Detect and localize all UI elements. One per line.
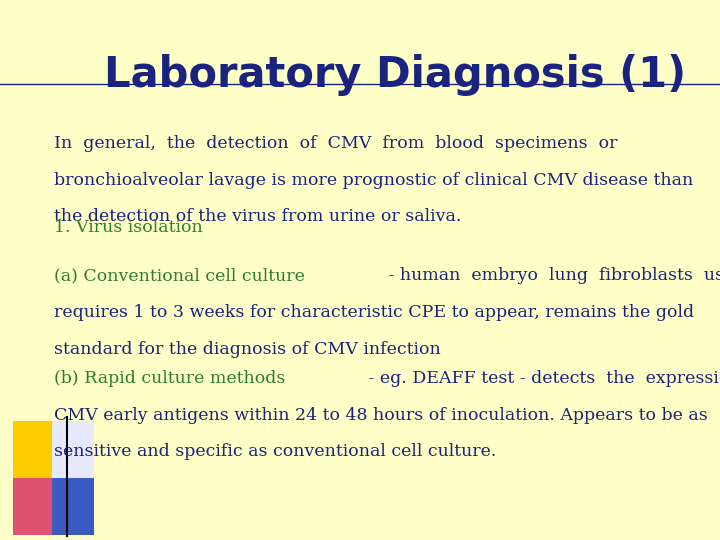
Bar (13, 478, 55, 535)
Text: - human  embryo  lung  fibroblasts  used,: - human embryo lung fibroblasts used, (383, 267, 720, 284)
Bar (13, 421, 55, 478)
Text: (b) Rapid culture methods: (b) Rapid culture methods (54, 370, 285, 387)
Text: the detection of the virus from urine or saliva.: the detection of the virus from urine or… (54, 208, 462, 225)
Text: 1. Virus isolation: 1. Virus isolation (54, 219, 203, 235)
Text: sensitive and specific as conventional cell culture.: sensitive and specific as conventional c… (54, 443, 496, 460)
Bar (52, 478, 94, 535)
Text: (a) Conventional cell culture: (a) Conventional cell culture (54, 267, 305, 284)
Text: Laboratory Diagnosis (1): Laboratory Diagnosis (1) (104, 54, 687, 96)
Bar (52, 421, 94, 478)
Text: bronchioalveolar lavage is more prognostic of clinical CMV disease than: bronchioalveolar lavage is more prognost… (54, 172, 693, 188)
Text: standard for the diagnosis of CMV infection: standard for the diagnosis of CMV infect… (54, 341, 441, 357)
Text: - eg. DEAFF test - detects  the  expression  of: - eg. DEAFF test - detects the expressio… (363, 370, 720, 387)
Text: CMV early antigens within 24 to 48 hours of inoculation. Appears to be as: CMV early antigens within 24 to 48 hours… (54, 407, 708, 423)
Text: In  general,  the  detection  of  CMV  from  blood  specimens  or: In general, the detection of CMV from bl… (54, 135, 618, 152)
Text: requires 1 to 3 weeks for characteristic CPE to appear, remains the gold: requires 1 to 3 weeks for characteristic… (54, 304, 694, 321)
